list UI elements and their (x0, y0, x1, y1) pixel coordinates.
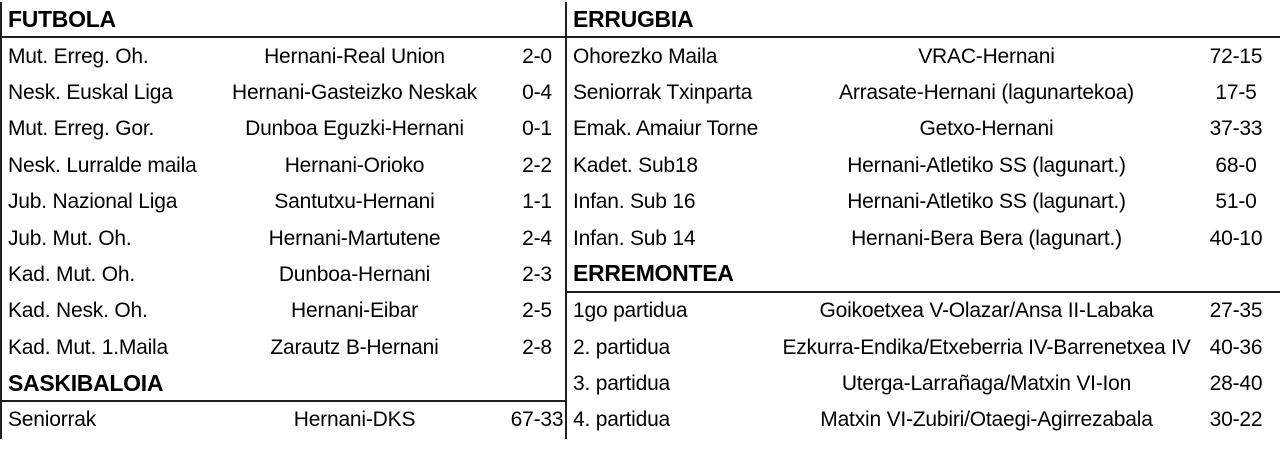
result-row: Seniorrak Txinparta Arrasate-Hernani (la… (567, 75, 1280, 111)
match-teams: Hernani-Atletiko SS (lagunart.) (847, 153, 1126, 177)
match-score: 40-10 (1209, 226, 1263, 250)
section-header-saskibaloia: SASKIBALOIA (2, 366, 565, 403)
result-row: Jub. Nazional Liga Santutxu-Hernani 1-1 (2, 184, 565, 220)
competition-label: Kadet. Sub18 (573, 153, 698, 177)
match-score: 2-8 (522, 335, 552, 359)
result-row: Ohorezko Maila VRAC-Hernani 72-15 (567, 38, 1280, 74)
match-score: 17-5 (1215, 80, 1257, 104)
result-row: Kad. Nesk. Oh. Hernani-Eibar 2-5 (2, 293, 565, 329)
competition-label: Jub. Nazional Liga (8, 190, 178, 214)
match-teams: Matxin VI-Zubiri/Otaegi-Agirrezabala (820, 408, 1153, 432)
match-teams: Goikoetxea V-Olazar/Ansa II-Labaka (819, 299, 1154, 323)
section-title: FUTBOLA (8, 5, 116, 32)
competition-label: 1go partidua (573, 299, 688, 323)
competition-label: Seniorrak Txinparta (573, 80, 753, 104)
result-row: Nesk. Euskal Liga Hernani-Gasteizko Nesk… (2, 75, 565, 111)
match-teams: Dunboa-Hernani (278, 262, 431, 286)
result-row: Infan. Sub 16 Hernani-Atletiko SS (lagun… (567, 184, 1280, 220)
competition-label: 4. partidua (573, 408, 671, 432)
match-score: 37-33 (1209, 117, 1263, 141)
result-row: Seniorrak Hernani-DKS 67-33 (2, 402, 565, 438)
match-teams: Hernani-DKS (293, 408, 416, 432)
result-row: Infan. Sub 14 Hernani-Bera Bera (lagunar… (567, 220, 1280, 256)
competition-label: Kad. Mut. Oh. (8, 262, 135, 286)
competition-label: Mut. Erreg. Oh. (8, 44, 149, 68)
section-title: ERRUGBIA (573, 5, 694, 32)
result-row: 2. partidua Ezkurra-Endika/Etxeberria IV… (567, 330, 1280, 366)
competition-label: Infan. Sub 16 (573, 190, 696, 214)
match-teams: Hernani-Bera Bera (lagunart.) (851, 226, 1122, 250)
match-score: 1-1 (522, 190, 552, 214)
competition-label: 3. partidua (573, 372, 671, 396)
competition-label: Emak. Amaiur Torne (573, 117, 759, 141)
result-row: 1go partidua Goikoetxea V-Olazar/Ansa II… (567, 293, 1280, 329)
match-score: 0-1 (522, 117, 552, 141)
match-score: 68-0 (1215, 153, 1257, 177)
match-teams: Hernani-Eibar (291, 299, 418, 323)
competition-label: Jub. Mut. Oh. (8, 226, 132, 250)
section-title: ERREMONTEA (573, 260, 734, 287)
match-teams: Hernani-Atletiko SS (lagunart.) (847, 190, 1126, 214)
match-score: 2-0 (522, 44, 552, 68)
match-score: 2-5 (522, 299, 552, 323)
match-teams: Zarautz B-Hernani (270, 335, 439, 359)
competition-label: Infan. Sub 14 (573, 226, 696, 250)
result-row: Kad. Mut. 1.Maila Zarautz B-Hernani 2-8 (2, 330, 565, 366)
result-row: 3. partidua Uterga-Larrañaga/Matxin VI-I… (567, 366, 1280, 402)
match-teams: Arrasate-Hernani (lagunartekoa) (839, 80, 1134, 104)
competition-label: Kad. Nesk. Oh. (8, 299, 148, 323)
result-row: Emak. Amaiur Torne Getxo-Hernani 37-33 (567, 111, 1280, 147)
match-score: 2-2 (522, 153, 552, 177)
match-teams: Uterga-Larrañaga/Matxin VI-Ion (841, 372, 1132, 396)
section-title: SASKIBALOIA (8, 369, 164, 396)
section-header-errugbia: ERRUGBIA (567, 2, 1280, 39)
match-score: 2-3 (522, 262, 552, 286)
result-row: Kad. Mut. Oh. Dunboa-Hernani 2-3 (2, 257, 565, 293)
competition-label: Ohorezko Maila (573, 44, 718, 68)
match-score: 30-22 (1209, 408, 1263, 432)
left-column: FUTBOLA Mut. Erreg. Oh. Hernani-Real Uni… (0, 2, 565, 439)
right-column: ERRUGBIA Ohorezko Maila VRAC-Hernani 72-… (565, 2, 1280, 439)
match-score: 27-35 (1209, 299, 1263, 323)
match-score: 51-0 (1215, 190, 1257, 214)
sports-results-sheet: FUTBOLA Mut. Erreg. Oh. Hernani-Real Uni… (0, 2, 1280, 439)
result-row: Kadet. Sub18 Hernani-Atletiko SS (laguna… (567, 148, 1280, 184)
section-header-futbola: FUTBOLA (2, 2, 565, 39)
competition-label: Nesk. Euskal Liga (8, 80, 173, 104)
result-row: 4. partidua Matxin VI-Zubiri/Otaegi-Agir… (567, 402, 1280, 438)
match-teams: Dunboa Eguzki-Hernani (245, 117, 464, 141)
match-score: 67-33 (510, 408, 564, 432)
section-header-erremontea: ERREMONTEA (567, 257, 1280, 294)
match-score: 0-4 (522, 80, 552, 104)
match-teams: Hernani-Gasteizko Neskak (232, 80, 477, 104)
result-row: Jub. Mut. Oh. Hernani-Martutene 2-4 (2, 220, 565, 256)
competition-label: Nesk. Lurralde maila (8, 153, 197, 177)
match-teams: Hernani-Orioko (284, 153, 425, 177)
competition-label: Seniorrak (8, 408, 97, 432)
match-teams: Hernani-Real Union (264, 44, 445, 68)
match-score: 72-15 (1209, 44, 1263, 68)
match-teams: Getxo-Hernani (919, 117, 1054, 141)
competition-label: Mut. Erreg. Gor. (8, 117, 155, 141)
match-teams: Ezkurra-Endika/Etxeberria IV-Barrenetxea… (782, 335, 1191, 359)
competition-label: Kad. Mut. 1.Maila (8, 335, 169, 359)
match-score: 2-4 (522, 226, 552, 250)
match-score: 28-40 (1209, 372, 1263, 396)
competition-label: 2. partidua (573, 335, 671, 359)
result-row: Mut. Erreg. Oh. Hernani-Real Union 2-0 (2, 38, 565, 74)
match-teams: Hernani-Martutene (268, 226, 441, 250)
result-row: Nesk. Lurralde maila Hernani-Orioko 2-2 (2, 148, 565, 184)
match-teams: Santutxu-Hernani (274, 190, 435, 214)
match-teams: VRAC-Hernani (918, 44, 1055, 68)
result-row: Mut. Erreg. Gor. Dunboa Eguzki-Hernani 0… (2, 111, 565, 147)
match-score: 40-36 (1209, 335, 1263, 359)
